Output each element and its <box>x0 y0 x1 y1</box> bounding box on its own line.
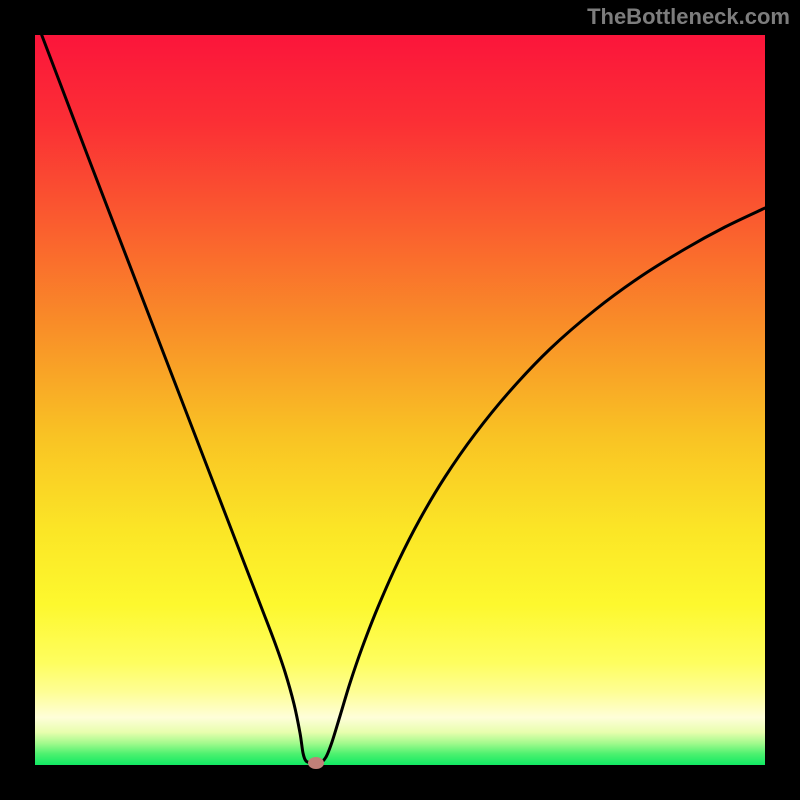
bottleneck-chart <box>0 0 800 800</box>
plot-background <box>35 35 765 765</box>
watermark-text: TheBottleneck.com <box>587 4 790 30</box>
chart-container: { "watermark": { "text": "TheBottleneck.… <box>0 0 800 800</box>
minimum-point-marker <box>308 757 324 769</box>
